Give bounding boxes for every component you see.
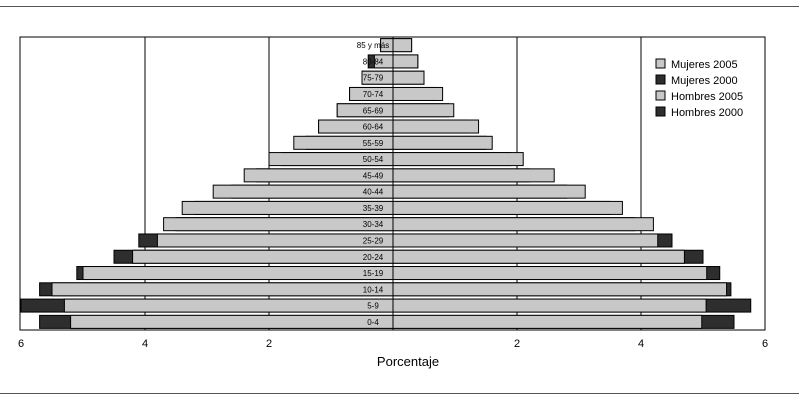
age-label-10-14: 10-14: [363, 285, 384, 294]
bar-mujeres-2005-45-49: [392, 168, 555, 183]
bar-mujeres-2005-35-39: [392, 200, 623, 215]
x-tick-label-2: 2: [514, 338, 520, 350]
age-label-55-59: 55-59: [363, 139, 384, 148]
bar-mujeres-2005-15-19: [392, 266, 708, 281]
x-tick-label-6: 6: [762, 338, 768, 350]
age-label-25-29: 25-29: [363, 236, 384, 245]
bar-mujeres-2005-50-54: [392, 152, 524, 167]
bar-hombres-2005-0-4: [70, 314, 394, 329]
bar-hombres-2005-15-19: [82, 266, 394, 281]
age-label-50-54: 50-54: [363, 155, 384, 164]
age-label-20-24: 20-24: [363, 253, 384, 262]
x-axis-title: Porcentaje: [377, 354, 439, 369]
bar-hombres-2005-5-9: [63, 298, 394, 313]
age-label-75-79: 75-79: [363, 74, 384, 83]
x-tick-label-4: 4: [638, 338, 644, 350]
bar-mujeres-2005-5-9: [392, 298, 707, 313]
bar-mujeres-2005-60-64: [392, 119, 480, 134]
legend-label-0: Mujeres 2005: [671, 59, 738, 71]
age-label-30-34: 30-34: [363, 220, 384, 229]
bar-mujeres-2005-70-74: [392, 86, 444, 101]
bar-mujeres-2005-85 y más: [392, 38, 413, 53]
bar-hombres-2005-10-14: [51, 282, 394, 297]
legend-swatch-0: [655, 58, 666, 69]
bar-hombres-2005-35-39: [181, 200, 394, 215]
age-label-0-4: 0-4: [367, 318, 379, 327]
legend-swatch-2: [655, 90, 666, 101]
legend-swatch-1: [655, 74, 666, 85]
age-label-70-74: 70-74: [363, 90, 384, 99]
legend-label-2: Hombres 2005: [671, 91, 743, 103]
bar-mujeres-2005-40-44: [392, 184, 586, 199]
bar-hombres-2005-30-34: [163, 217, 394, 232]
x-tick-label--2: 2: [266, 338, 272, 350]
age-label-5-9: 5-9: [367, 302, 379, 311]
bottom-border-line: [0, 393, 799, 394]
age-label-45-49: 45-49: [363, 171, 384, 180]
bar-hombres-2005-20-24: [132, 249, 394, 264]
age-label-85 y más: 85 y más: [357, 41, 389, 50]
age-label-35-39: 35-39: [363, 204, 384, 213]
bar-mujeres-2005-65-69: [392, 103, 455, 118]
age-label-15-19: 15-19: [363, 269, 384, 278]
bar-mujeres-2005-10-14: [392, 282, 728, 297]
bar-mujeres-2005-75-79: [392, 70, 425, 85]
bar-hombres-2005-25-29: [156, 233, 394, 248]
bar-mujeres-2005-25-29: [392, 233, 659, 248]
bar-mujeres-2005-0-4: [392, 314, 703, 329]
age-label-60-64: 60-64: [363, 123, 384, 132]
age-label-80-84: 80-84: [363, 57, 384, 66]
x-tick-label--6: 6: [18, 338, 24, 350]
x-tick-label--4: 4: [142, 338, 148, 350]
top-border-line: [0, 6, 799, 7]
legend-swatch-3: [655, 106, 666, 117]
bar-mujeres-2005-30-34: [392, 217, 654, 232]
legend-label-3: Hombres 2000: [671, 107, 743, 119]
legend-label-1: Mujeres 2000: [671, 75, 738, 87]
age-label-40-44: 40-44: [363, 188, 384, 197]
bar-mujeres-2005-20-24: [392, 249, 685, 264]
age-label-65-69: 65-69: [363, 106, 384, 115]
bar-mujeres-2005-55-59: [392, 135, 493, 150]
bar-mujeres-2005-80-84: [392, 54, 419, 69]
